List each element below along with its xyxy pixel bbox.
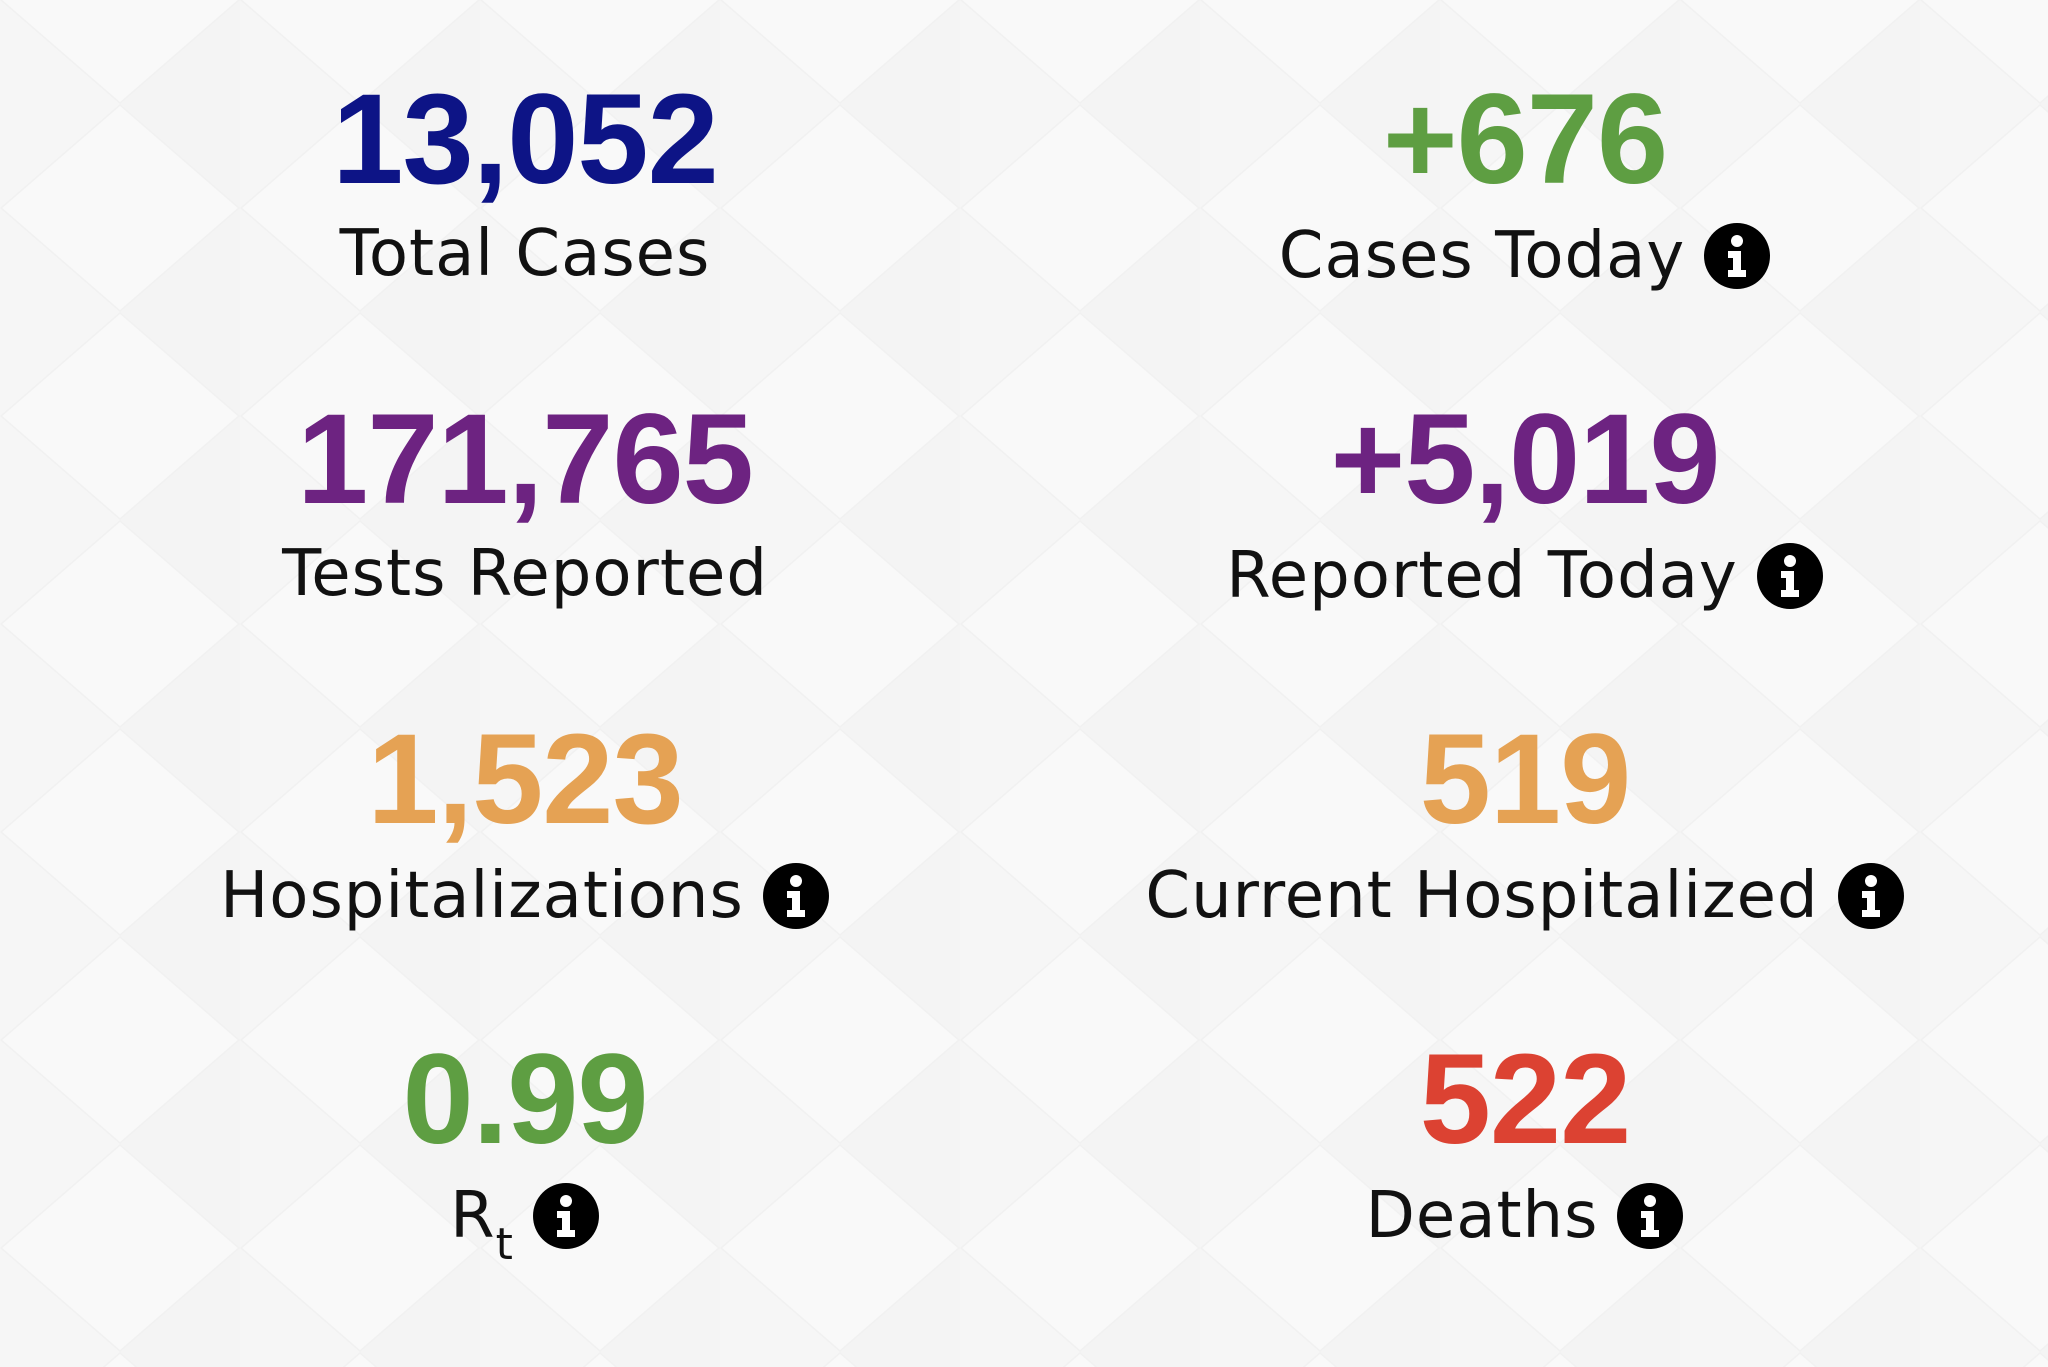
info-circle-icon[interactable] bbox=[532, 1182, 600, 1250]
stat-label: Hospitalizations bbox=[220, 862, 830, 930]
rt-label-subscript: t bbox=[495, 1219, 514, 1270]
stat-current-hospitalized: 519 Current Hospitalized bbox=[1025, 716, 2025, 930]
stat-label-text: Hospitalizations bbox=[220, 859, 744, 933]
info-circle-icon[interactable] bbox=[762, 862, 830, 930]
stat-value: 13,052 bbox=[332, 68, 719, 211]
stat-label-text: Rt bbox=[450, 1184, 514, 1267]
stat-reported-today: +5,019 Reported Today bbox=[1025, 396, 2025, 610]
stat-value: +676 bbox=[1382, 68, 1668, 211]
stat-label: Tests Reported bbox=[282, 542, 768, 606]
info-circle-icon[interactable] bbox=[1837, 862, 1905, 930]
stat-label-text: Tests Reported bbox=[282, 537, 768, 611]
stat-value: 0.99 bbox=[402, 1028, 648, 1171]
stat-value: 171,765 bbox=[297, 388, 754, 531]
stat-value: 1,523 bbox=[367, 708, 683, 851]
stat-label: Rt bbox=[450, 1182, 600, 1267]
info-circle-icon[interactable] bbox=[1756, 542, 1824, 610]
stat-value: 522 bbox=[1419, 1028, 1632, 1171]
stat-label-text: Deaths bbox=[1365, 1179, 1599, 1253]
stat-tests-reported: 171,765 Tests Reported bbox=[25, 388, 1025, 607]
stat-deaths: 522 Deaths bbox=[1025, 1036, 2025, 1250]
stat-label: Deaths bbox=[1366, 1182, 1685, 1250]
stat-cases-today: +676 Cases Today bbox=[1025, 76, 2025, 290]
info-circle-icon[interactable] bbox=[1616, 1182, 1684, 1250]
stat-label: Reported Today bbox=[1226, 542, 1824, 610]
stat-label: Total Cases bbox=[340, 222, 711, 286]
info-circle-icon[interactable] bbox=[1703, 222, 1771, 290]
stat-value: 519 bbox=[1419, 708, 1632, 851]
stat-label-text: Current Hospitalized bbox=[1145, 859, 1819, 933]
stat-value: +5,019 bbox=[1330, 388, 1720, 531]
stat-total-cases: 13,052 Total Cases bbox=[25, 68, 1025, 287]
stat-label: Current Hospitalized bbox=[1145, 862, 1904, 930]
stat-label-text: Total Cases bbox=[339, 217, 711, 291]
stat-label-text: Reported Today bbox=[1226, 539, 1738, 613]
stat-label: Cases Today bbox=[1279, 222, 1771, 290]
stat-hospitalizations: 1,523 Hospitalizations bbox=[25, 716, 1025, 930]
rt-label-main: R bbox=[450, 1179, 496, 1253]
stat-rt: 0.99 Rt bbox=[25, 1028, 1025, 1267]
stat-label-text: Cases Today bbox=[1278, 219, 1686, 293]
